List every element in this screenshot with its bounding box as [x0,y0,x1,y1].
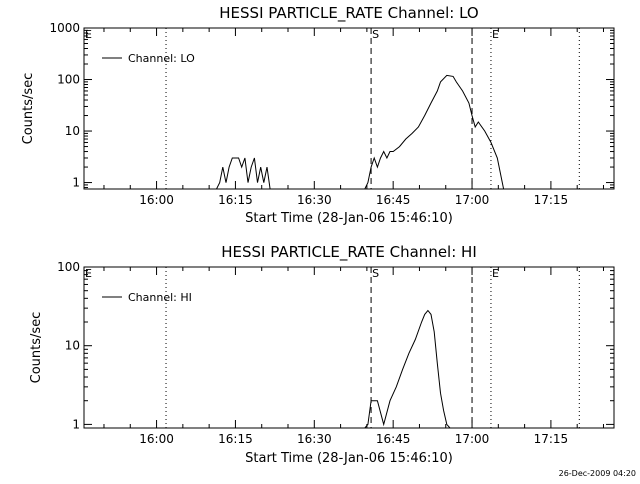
y-tick-label: 1000 [49,21,80,35]
chart-title: HESSI PARTICLE_RATE Channel: HI [221,243,477,262]
x-axis-label: Start Time (28-Jan-06 15:46:10) [245,451,453,466]
y-tick-label: 1 [72,176,80,190]
series-line [364,309,451,428]
time-marker-label: S [372,28,379,41]
x-tick-label: 17:15 [534,432,569,446]
x-tick-label: 16:00 [139,193,174,207]
y-tick-label: 10 [65,124,80,138]
x-tick-label: 16:45 [376,432,411,446]
x-tick-label: 16:15 [218,193,253,207]
x-axis-label: Start Time (28-Jan-06 15:46:10) [245,211,453,226]
y-axis-label: Counts/sec [21,73,36,145]
x-tick-label: 16:30 [297,193,332,207]
x-tick-label: 16:15 [218,432,253,446]
plot-frame [83,266,615,429]
time-marker-label: S [372,267,379,280]
x-tick-label: 16:45 [376,193,411,207]
time-marker-label: E [492,28,499,41]
plot-frame [83,27,615,190]
y-axis-label: Counts/sec [29,312,44,384]
x-tick-label: 17:15 [534,193,569,207]
y-tick-label: 10 [65,339,80,353]
chart-title: HESSI PARTICLE_RATE Channel: LO [219,4,478,23]
legend-entry: Channel: HI [128,291,192,304]
series-line [216,74,505,189]
y-tick-label: 1 [72,417,80,431]
corner-marker-label: E [85,28,92,41]
x-tick-label: 16:00 [139,432,174,446]
x-tick-label: 16:30 [297,432,332,446]
x-tick-label: 17:00 [455,193,490,207]
corner-marker-label: E [85,267,92,280]
chart-hi-channel: HESSI PARTICLE_RATE Channel: HI 16:00 16:1… [29,243,615,466]
footer-timestamp: 26-Dec-2009 04:20 [559,469,636,478]
legend-entry: Channel: LO [128,52,195,65]
chart-lo-channel: HESSI PARTICLE_RATE Channel: LO 16:00 16:1… [21,4,615,226]
time-marker-label: E [492,267,499,280]
x-tick-label: 17:00 [455,432,490,446]
y-tick-label: 100 [57,73,80,87]
y-tick-label: 100 [57,260,80,274]
